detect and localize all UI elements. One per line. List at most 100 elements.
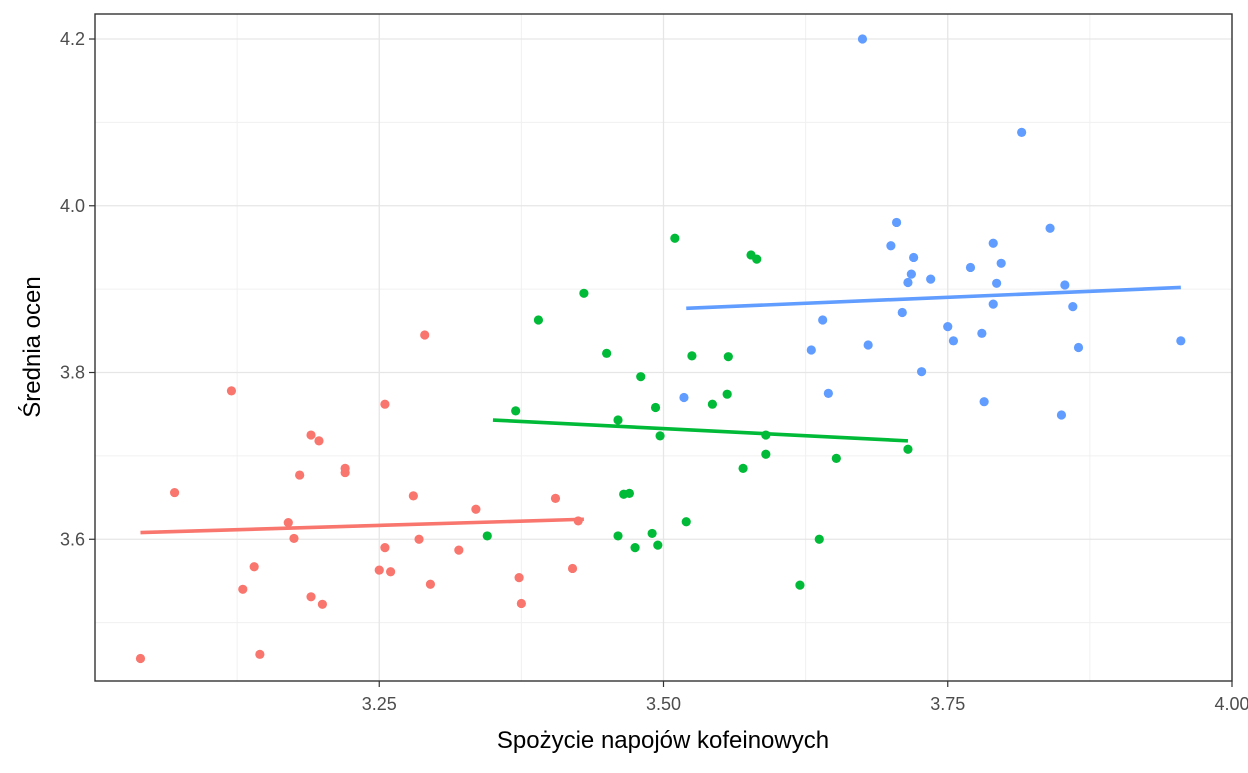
- point-series-1-4: [238, 584, 248, 594]
- fit-line-series-2: [492, 418, 909, 443]
- point-series-1-17: [374, 565, 384, 575]
- point-series-3-25: [1045, 223, 1055, 233]
- point-series-1-3: [226, 386, 237, 396]
- point-series-3-28: [1068, 302, 1078, 312]
- point-series-3-20: [988, 238, 998, 248]
- point-series-3-5: [857, 34, 868, 44]
- point-series-1-24: [454, 545, 464, 555]
- x-axis: 3.25 3.50 3.75 4.00: [362, 681, 1248, 714]
- point-series-3-9: [897, 307, 907, 318]
- point-series-2-18: [687, 351, 697, 361]
- point-series-3-30: [1176, 336, 1186, 346]
- point-series-2-24: [752, 254, 762, 264]
- point-series-2-1: [482, 531, 492, 541]
- point-series-2-12: [647, 528, 657, 539]
- x-tick-label-0: 3.25: [362, 694, 397, 714]
- point-series-1-29: [567, 563, 578, 574]
- point-series-1-1: [135, 653, 146, 664]
- point-series-1-16: [380, 399, 390, 409]
- x-axis-title: Spożycie napojów kofeinowych: [497, 727, 829, 754]
- point-series-1-26: [514, 573, 524, 583]
- point-series-3-17: [965, 262, 976, 273]
- y-tick-label-1: 3.8: [60, 363, 85, 383]
- point-series-3-24: [1017, 127, 1027, 137]
- point-series-2-6: [613, 415, 623, 425]
- point-series-2-11: [636, 372, 646, 382]
- point-series-1-22: [420, 330, 430, 340]
- point-series-3-1: [679, 392, 689, 403]
- point-series-1-21: [414, 534, 424, 544]
- point-series-2-14: [653, 540, 663, 550]
- point-series-1-18: [380, 543, 390, 553]
- point-series-1-20: [408, 491, 418, 501]
- point-series-2-30: [903, 444, 913, 454]
- point-series-3-23: [996, 258, 1006, 268]
- point-series-3-18: [977, 328, 987, 338]
- point-series-3-27: [1060, 280, 1070, 290]
- point-series-1-30: [573, 516, 583, 526]
- point-series-3-13: [916, 367, 927, 377]
- point-series-1-25: [471, 504, 481, 514]
- point-series-3-3: [818, 315, 828, 325]
- point-series-3-15: [943, 322, 953, 332]
- point-series-1-5: [249, 562, 259, 572]
- point-series-3-14: [926, 274, 936, 284]
- point-series-3-22: [992, 278, 1002, 288]
- point-series-2-7: [613, 531, 623, 541]
- point-series-2-20: [722, 389, 732, 399]
- point-series-2-5: [602, 348, 612, 358]
- point-series-1-19: [386, 567, 396, 577]
- point-series-3-29: [1073, 342, 1084, 353]
- point-series-3-8: [891, 217, 902, 228]
- point-series-2-2: [511, 406, 521, 416]
- point-series-2-19: [707, 399, 717, 409]
- point-series-2-21: [723, 352, 733, 362]
- point-series-3-11: [906, 269, 916, 279]
- point-series-1-12: [314, 436, 324, 446]
- point-series-2-17: [681, 517, 691, 527]
- point-series-3-7: [886, 241, 896, 251]
- point-series-3-26: [1056, 410, 1067, 420]
- data-points: [135, 34, 1186, 664]
- point-series-2-25: [761, 430, 771, 440]
- point-series-2-3: [533, 315, 544, 325]
- point-series-2-4: [579, 288, 589, 298]
- point-series-3-16: [948, 336, 959, 346]
- fit-line-series-1: [140, 517, 584, 535]
- point-series-3-2: [806, 345, 816, 355]
- point-series-1-8: [289, 533, 299, 544]
- point-series-1-13: [317, 599, 327, 609]
- point-series-2-10: [630, 543, 640, 553]
- x-tick-label-3: 4.00: [1214, 694, 1248, 714]
- point-series-2-16: [670, 233, 680, 243]
- point-series-1-10: [306, 430, 316, 440]
- point-series-3-21: [988, 299, 998, 309]
- point-series-2-26: [761, 449, 771, 459]
- point-series-1-2: [169, 487, 180, 498]
- point-series-1-23: [425, 579, 436, 589]
- x-tick-label-1: 3.50: [646, 694, 681, 714]
- point-series-2-13: [650, 402, 661, 413]
- y-tick-label-3: 4.2: [60, 29, 85, 49]
- y-tick-label-2: 4.0: [60, 196, 85, 216]
- point-series-1-9: [295, 470, 305, 480]
- major-gridlines: [95, 14, 1233, 681]
- fit-lines: [140, 285, 1181, 535]
- point-series-3-4: [823, 388, 833, 398]
- point-series-2-28: [814, 534, 824, 544]
- point-series-2-27: [795, 580, 805, 590]
- point-series-1-27: [516, 598, 526, 609]
- point-series-3-12: [909, 252, 919, 263]
- point-series-1-28: [550, 493, 561, 504]
- point-series-3-19: [979, 397, 989, 407]
- fit-line-series-3: [686, 285, 1181, 311]
- point-series-2-29: [831, 453, 841, 463]
- point-series-1-6: [255, 649, 265, 659]
- point-series-3-6: [863, 340, 873, 350]
- point-series-1-15: [340, 463, 350, 473]
- point-series-2-9: [624, 488, 634, 499]
- y-tick-label-0: 3.6: [60, 529, 85, 549]
- point-series-1-7: [283, 517, 293, 528]
